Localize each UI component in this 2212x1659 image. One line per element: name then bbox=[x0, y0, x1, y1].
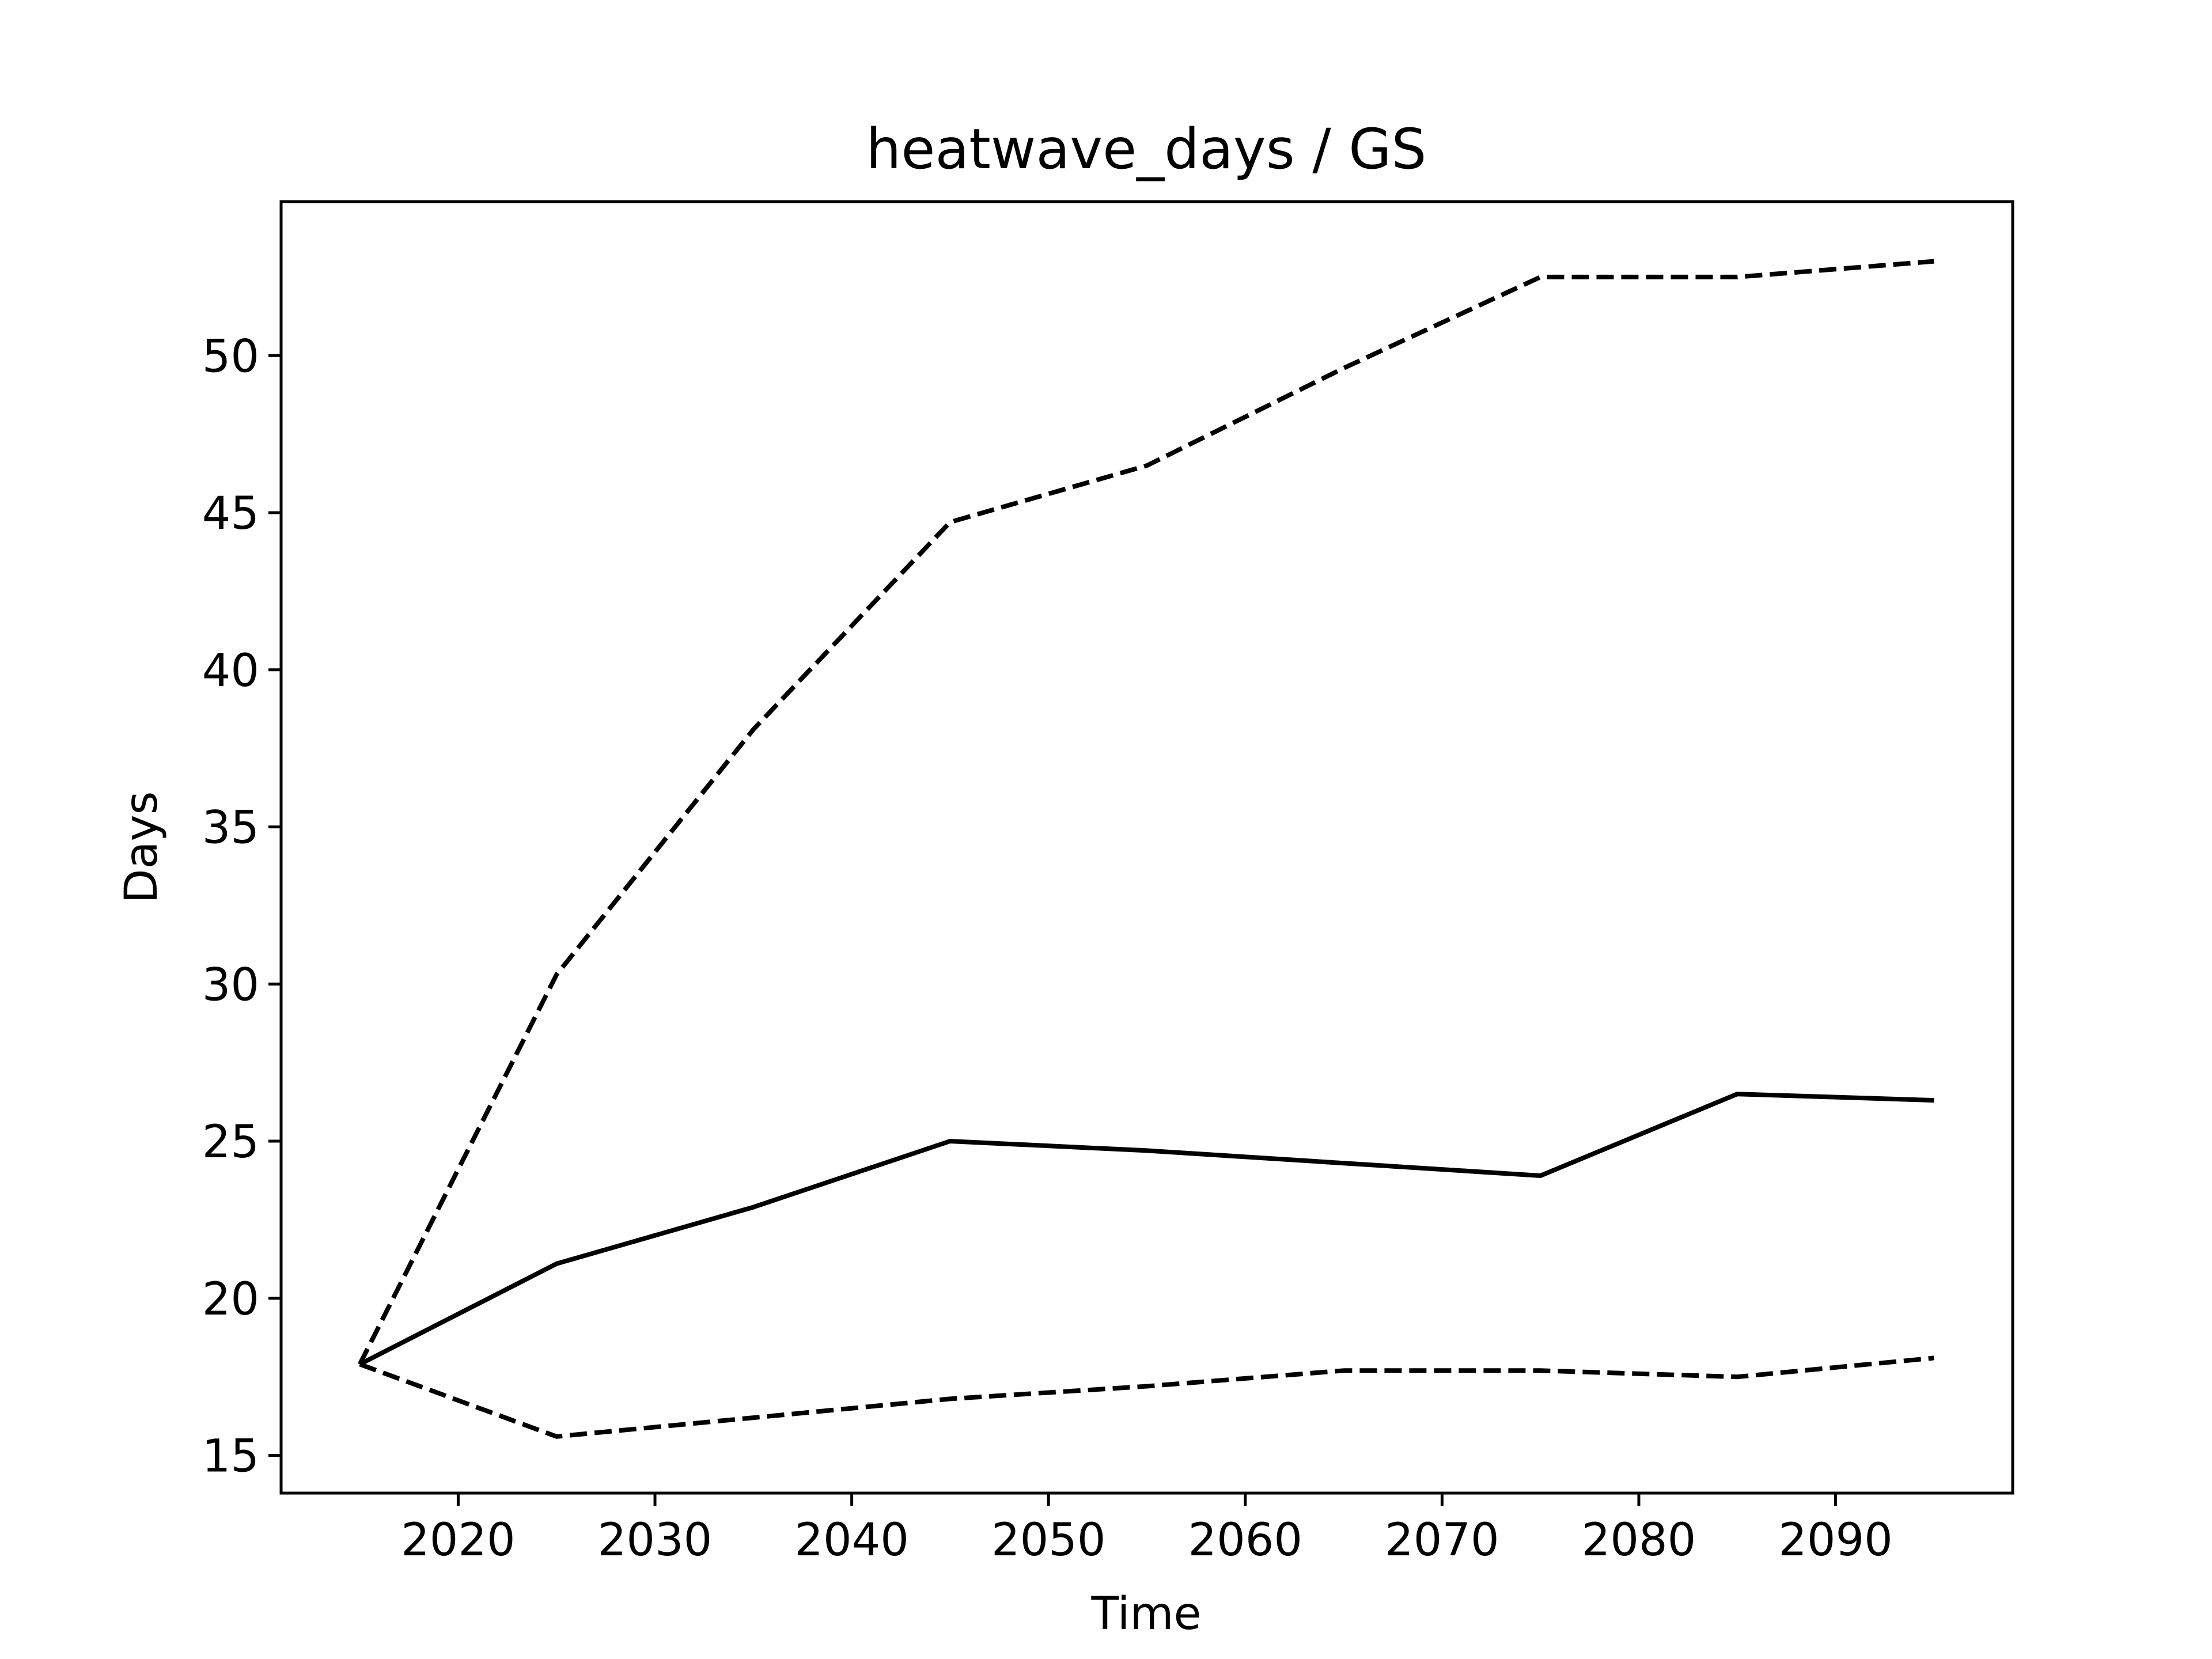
series-line-3 bbox=[359, 1355, 1934, 1439]
x-tick-label: 2070 bbox=[1385, 1514, 1499, 1566]
x-axis: 2020 2030 2040 2050 2060 2070 2080 2090 bbox=[401, 1493, 1893, 1566]
y-tick-label: 25 bbox=[202, 1116, 259, 1168]
x-tick-label: 2020 bbox=[401, 1514, 516, 1566]
y-tick-label: 30 bbox=[202, 959, 259, 1011]
y-tick-label: 15 bbox=[202, 1431, 259, 1483]
x-tick-label: 2090 bbox=[1778, 1514, 1893, 1566]
y-tick-label: 50 bbox=[202, 331, 259, 382]
series-layer bbox=[358, 259, 1934, 1439]
chart-title: heatwave_days / GS bbox=[866, 117, 1427, 181]
y-tick-label: 35 bbox=[202, 802, 259, 854]
x-tick-label: 2030 bbox=[598, 1514, 713, 1566]
plot-frame bbox=[279, 200, 2014, 1495]
y-tick-label: 40 bbox=[202, 645, 259, 697]
y-axis: 15 20 25 30 35 40 45 50 bbox=[202, 331, 281, 1483]
series-line-2 bbox=[358, 1092, 1934, 1366]
y-tick-label: 20 bbox=[202, 1274, 259, 1325]
y-axis-label: Days bbox=[116, 791, 168, 904]
x-tick-label: 2060 bbox=[1188, 1514, 1303, 1566]
x-axis-label: Time bbox=[1091, 1588, 1202, 1640]
x-tick-label: 2050 bbox=[991, 1514, 1106, 1566]
series-line-1 bbox=[358, 259, 1934, 1366]
y-tick-label: 45 bbox=[202, 488, 259, 540]
x-tick-label: 2040 bbox=[794, 1514, 909, 1566]
x-tick-label: 2080 bbox=[1582, 1514, 1696, 1566]
